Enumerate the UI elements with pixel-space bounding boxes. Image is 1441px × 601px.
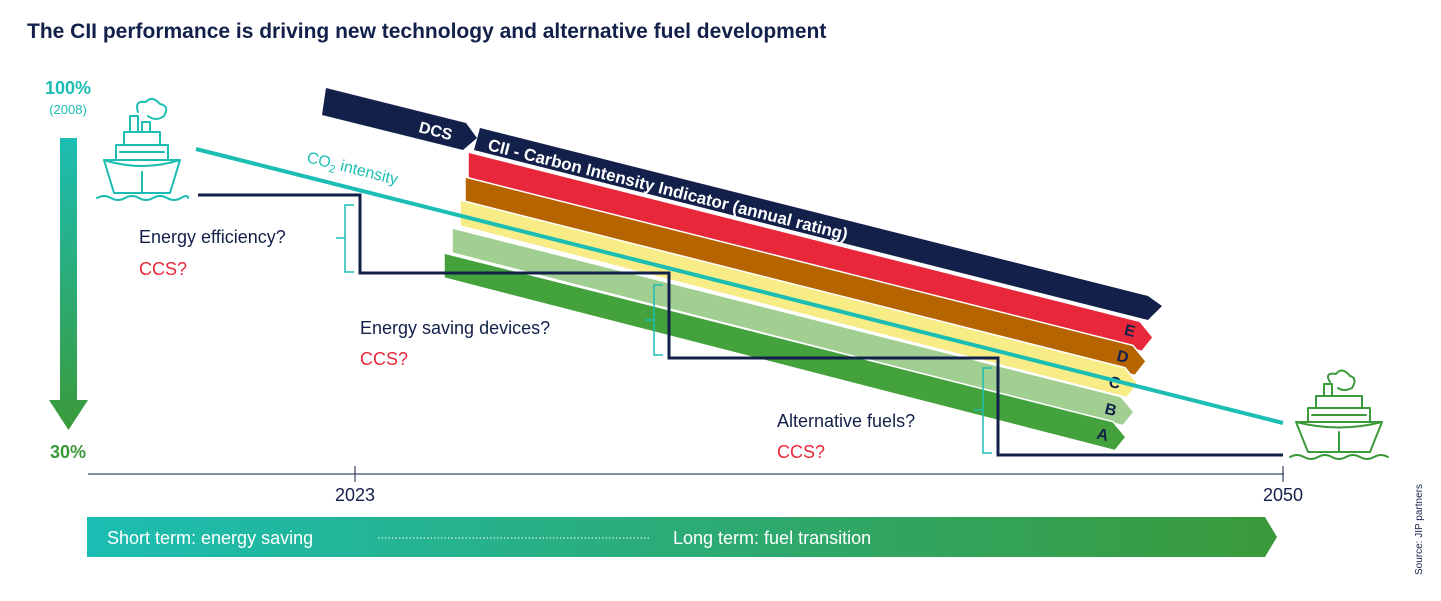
scale-top-value: 100% <box>45 78 91 98</box>
source-note: Source: JIP partners <box>1414 484 1425 575</box>
measure-question: Energy efficiency? <box>139 227 286 247</box>
measure-ccs: CCS? <box>139 259 187 279</box>
ship-icon-end <box>1289 369 1389 460</box>
rating-band-d <box>464 176 1147 377</box>
rating-letter-e: E <box>1122 322 1137 341</box>
rating-band-c <box>459 199 1139 399</box>
measure-ccs: CCS? <box>360 349 408 369</box>
co2-intensity-line <box>195 147 1284 425</box>
timeline-short-term: Short term: energy saving <box>107 528 313 548</box>
measure-ccs: CCS? <box>777 442 825 462</box>
bracket-energy-efficiency <box>336 204 354 273</box>
improvement-step-line <box>198 193 1283 457</box>
measure-question: Energy saving devices? <box>360 318 550 338</box>
rating-band-b <box>451 227 1135 427</box>
scale-bottom-value: 30% <box>50 442 86 462</box>
scale-down-arrow <box>49 138 88 430</box>
year-label-end: 2050 <box>1263 485 1303 505</box>
timeline-long-term: Long term: fuel transition <box>673 528 871 548</box>
rating-letter-a: A <box>1095 426 1111 445</box>
year-label-start: 2023 <box>335 485 375 505</box>
rating-band-e <box>467 151 1154 353</box>
scale-top-note: (2008) <box>49 102 87 117</box>
cii-band <box>474 128 1162 320</box>
bracket-energy-saving <box>645 284 663 356</box>
timeline-arrow <box>87 517 1277 557</box>
ship-icon-start <box>96 98 189 201</box>
bracket-alternative-fuels <box>974 367 992 454</box>
rating-bands <box>443 151 1154 452</box>
rating-letter-b: B <box>1103 401 1118 420</box>
page-title: The CII performance is driving new techn… <box>27 20 827 43</box>
rating-letter-d: D <box>1115 348 1130 367</box>
measure-question: Alternative fuels? <box>777 411 915 431</box>
co2-intensity-label: CO2 intensity <box>304 149 399 191</box>
dcs-arrow <box>322 88 477 150</box>
